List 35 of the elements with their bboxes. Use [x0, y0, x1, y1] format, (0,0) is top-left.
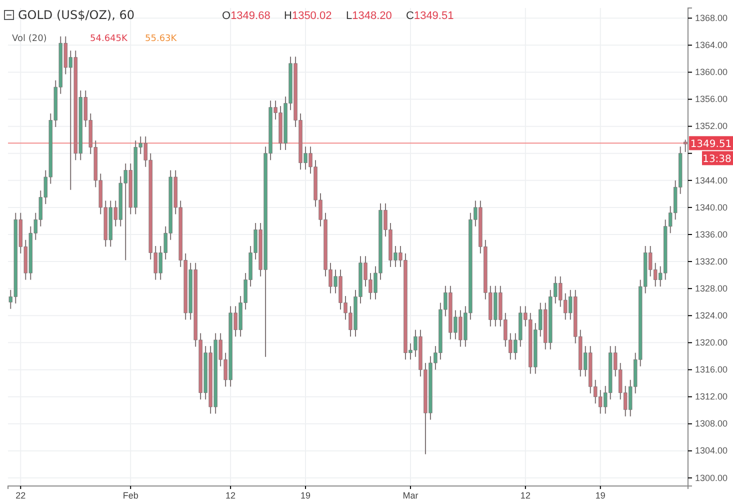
y-tick-label: 1300.00: [695, 472, 728, 483]
x-tick-label: 12: [520, 490, 530, 499]
y-tick-label: 1324.00: [695, 310, 728, 321]
y-tick-label: 1360.00: [695, 67, 728, 78]
x-tick-label: 19: [300, 490, 311, 499]
y-tick-label: 1328.00: [695, 283, 728, 294]
x-tick-label: Mar: [402, 490, 418, 499]
candlestick: [684, 139, 688, 153]
text: 13:38: [702, 154, 732, 166]
x-tick-label: 22: [16, 490, 26, 499]
x-tick-label: 19: [595, 490, 606, 499]
chart-title: GOLD (US$/OZ), 60: [18, 8, 134, 22]
y-tick-label: 1352.00: [695, 121, 728, 132]
y-tick-label: 1308.00: [695, 418, 728, 429]
annotation: Vol (20): [12, 34, 47, 44]
annotation: L1348.20: [346, 10, 392, 22]
annotation: C1349.51: [406, 10, 454, 22]
annotation: 55.63K: [145, 34, 178, 44]
y-tick-label: 1312.00: [695, 392, 728, 402]
y-tick-label: 1320.00: [695, 338, 728, 348]
y-tick-label: 1336.00: [695, 229, 728, 240]
y-tick-label: 1364.00: [695, 40, 728, 50]
y-tick-label: 1356.00: [695, 94, 728, 104]
x-tick-label: 12: [226, 490, 236, 499]
annotation: 54.645K: [90, 34, 128, 44]
y-tick-label: 1368.00: [695, 13, 728, 24]
y-tick-label: 1316.00: [695, 364, 728, 375]
y-tick-label: 1304.00: [695, 446, 728, 456]
annotation: H1350.02: [284, 10, 332, 22]
x-tick-label: Feb: [122, 490, 138, 499]
y-tick-label: 1332.00: [695, 256, 728, 266]
y-tick-label: 1344.00: [695, 175, 728, 186]
y-tick-label: 1340.00: [695, 202, 728, 212]
ref-line-label: 1349.51: [690, 139, 732, 150]
annotation: O1349.68: [222, 10, 270, 22]
